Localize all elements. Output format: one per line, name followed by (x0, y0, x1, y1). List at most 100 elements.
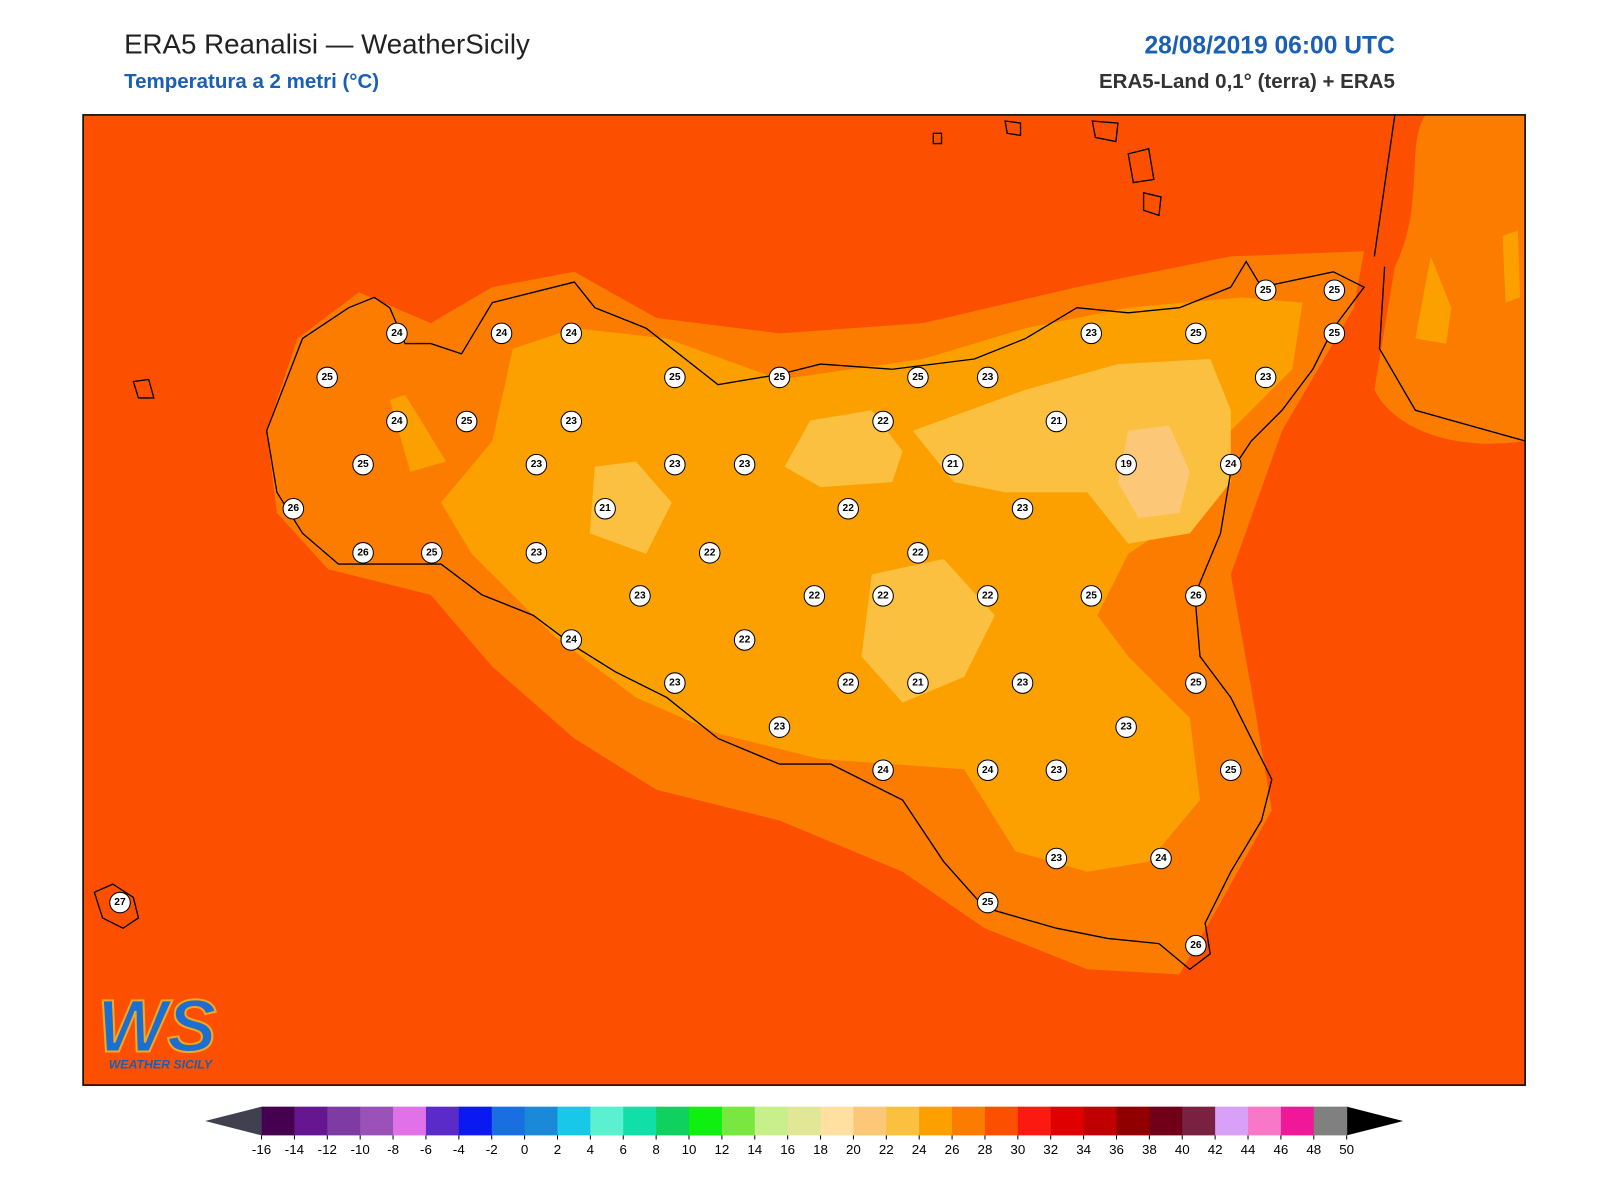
station-marker (837, 672, 859, 694)
colorbar-segment (754, 1106, 789, 1136)
colorbar-tick-label: 26 (945, 1142, 960, 1157)
station-value: 23 (1017, 678, 1029, 689)
station-marker (352, 453, 374, 476)
station-marker (421, 542, 443, 564)
station-marker (733, 629, 756, 651)
source: ERA5-Land 0,1° (terra) + ERA5 (1099, 70, 1395, 93)
station-value: 25 (1225, 765, 1237, 776)
station-value: 25 (774, 372, 786, 383)
station-value: 25 (426, 547, 438, 558)
colorbar-segment (327, 1106, 361, 1136)
station-marker (942, 453, 964, 476)
station-marker (664, 672, 686, 694)
station-value: 24 (391, 416, 403, 427)
station-marker (768, 716, 791, 738)
station-value: 24 (566, 635, 578, 646)
temperature-band (589, 358, 1231, 703)
station-marker (768, 366, 791, 389)
datetime: 28/08/2019 06:00 UTC (1144, 32, 1395, 59)
station-value: 22 (843, 678, 855, 689)
colorbar-segment (1280, 1106, 1315, 1136)
station-marker (976, 891, 999, 914)
station-value: 24 (1155, 853, 1167, 864)
station-marker (1185, 585, 1207, 607)
station-value: 25 (1260, 285, 1272, 296)
station-value: 25 (1329, 328, 1341, 339)
station-value: 22 (739, 635, 751, 646)
station-value: 25 (669, 372, 681, 383)
station-marker (1323, 279, 1346, 302)
calabria-band (1415, 230, 1520, 344)
station-marker (664, 366, 686, 389)
colorbar-segment (1116, 1106, 1150, 1136)
colorbar-tick-label: 46 (1273, 1142, 1288, 1157)
colorbar-tick-label: -16 (252, 1142, 271, 1157)
colorbar-segment (458, 1106, 493, 1136)
island (93, 120, 1162, 929)
station-value: 23 (1120, 722, 1132, 733)
station-marker (907, 672, 929, 694)
colorbar-under (205, 1106, 262, 1136)
station-value: 21 (1051, 416, 1063, 427)
temperature-band (1117, 425, 1190, 518)
station-marker (1254, 366, 1277, 389)
station-value: 23 (531, 459, 543, 470)
colorbar-tick-label: 6 (620, 1142, 627, 1157)
colorbar-tick-label: 0 (521, 1142, 528, 1157)
station-value: 23 (634, 590, 646, 601)
station-marker (872, 410, 894, 433)
colorbar-tick-label: 44 (1241, 1142, 1256, 1157)
colorbar-tick-label: 34 (1076, 1142, 1091, 1157)
colorbar-tick-label: 20 (846, 1142, 861, 1157)
station-value: 25 (461, 416, 473, 427)
station-value: 25 (321, 372, 333, 383)
station-value: 23 (669, 459, 681, 470)
station-value: 22 (704, 547, 716, 558)
station-marker (560, 322, 583, 345)
colorbar: -16 -14 -12 -10 -8 -6 -4 -2 0 2 4 6 8 10 12 14 16 18 20 22 2… (205, 1106, 1404, 1157)
map-frame (82, 114, 1526, 1086)
colorbar-segment (393, 1106, 427, 1136)
map: 24 24 24 25 25 25 25 23 23 25 25 25 25 23 24 25 23 22 21 25… (82, 114, 1526, 1086)
colorbar-segment (261, 1106, 295, 1136)
station-value: 24 (982, 765, 994, 776)
station-marker (629, 585, 651, 607)
station-marker (1045, 759, 1068, 782)
station-value: 19 (1120, 459, 1132, 470)
station-marker (907, 366, 929, 389)
colorbar-tick-label: 48 (1306, 1142, 1321, 1157)
coastline (1373, 114, 1526, 442)
station-marker (1220, 453, 1242, 476)
title: ERA5 Reanalisi — WeatherSicily (124, 28, 530, 59)
station-value: 23 (774, 722, 786, 733)
station-value: 23 (669, 678, 681, 689)
colorbar-tick-label: -8 (387, 1142, 399, 1157)
station-marker (837, 497, 859, 520)
station-marker (1011, 672, 1034, 694)
colorbar-tick-label: 16 (780, 1142, 795, 1157)
station-value: 23 (531, 547, 543, 558)
colorbar-segment (1083, 1106, 1118, 1136)
station-value: 23 (982, 372, 994, 383)
station-marker (316, 366, 338, 389)
station-marker (976, 366, 999, 389)
station-value: 22 (982, 590, 994, 601)
colorbar-tick-label: 4 (587, 1142, 595, 1157)
colorbar-tick-label: -2 (486, 1142, 498, 1157)
colorbar-segment (1050, 1106, 1085, 1136)
station-value: 26 (357, 547, 369, 558)
stations: 24 24 24 25 25 25 25 23 23 25 25 25 25 23 24 25 23 22 21 25… (109, 279, 1346, 957)
colorbar-tick-label: 24 (912, 1142, 927, 1157)
station-marker (352, 542, 374, 564)
station-marker (1185, 934, 1207, 957)
colorbar-tick-label: 38 (1142, 1142, 1157, 1157)
station-marker (698, 542, 721, 564)
colorbar-tick-label: -12 (318, 1142, 337, 1157)
station-marker (976, 585, 999, 607)
station-marker (1150, 847, 1172, 870)
station-value: 22 (843, 503, 855, 514)
station-marker (1220, 759, 1242, 782)
station-marker (976, 759, 999, 782)
colorbar-tick-label: 30 (1010, 1142, 1025, 1157)
